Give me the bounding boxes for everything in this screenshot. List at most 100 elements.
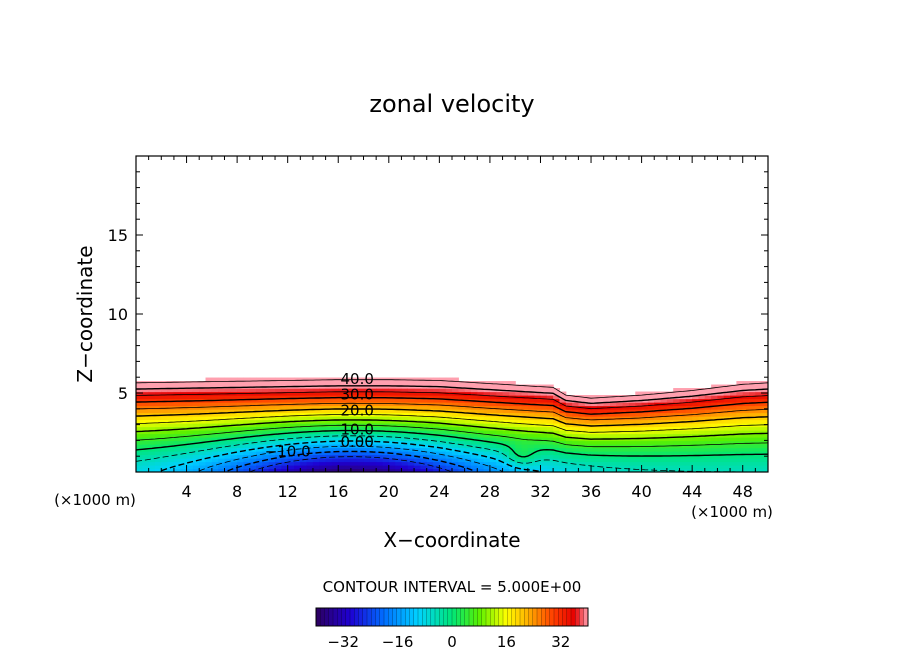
field-cell [237, 468, 245, 472]
field-cell [211, 461, 219, 466]
field-cell [312, 454, 320, 459]
field-cell [464, 447, 472, 452]
field-cell [761, 451, 768, 456]
field-cell [262, 405, 270, 410]
field-cell [338, 409, 346, 414]
field-cell [489, 409, 497, 414]
field-cell [445, 402, 453, 407]
field-cell [660, 430, 668, 435]
field-cell [167, 433, 175, 438]
field-cell [420, 447, 428, 452]
field-cell [673, 416, 681, 421]
field-cell [256, 426, 263, 431]
field-cell [477, 423, 485, 428]
field-cell [136, 391, 143, 396]
field-cell [546, 465, 554, 470]
field-cell [262, 437, 270, 442]
field-cell [363, 447, 371, 452]
field-cell [407, 454, 415, 459]
field-cell [382, 423, 390, 428]
field-cell [433, 381, 440, 386]
field-cell [508, 402, 516, 407]
field-cell [325, 426, 333, 431]
field-cell [685, 409, 693, 414]
field-cell [578, 398, 586, 403]
colorbar-tick-label: 16 [497, 633, 516, 651]
field-cell [224, 377, 232, 382]
field-cell [262, 388, 270, 393]
field-cell [388, 412, 396, 417]
field-cell [628, 419, 636, 424]
field-cell [749, 440, 756, 445]
field-cell [211, 433, 219, 438]
field-cell [319, 381, 327, 386]
field-cell [180, 468, 188, 472]
field-cell [736, 426, 744, 431]
field-cell [527, 440, 535, 445]
x-tick-label: 8 [232, 482, 242, 501]
field-cell [584, 454, 592, 459]
field-cell [136, 384, 143, 389]
field-cell [439, 388, 447, 393]
field-cell [508, 451, 516, 456]
field-cell [426, 391, 434, 396]
field-cell [363, 440, 371, 445]
field-cell [660, 398, 668, 403]
field-cell [388, 402, 396, 407]
field-cell [249, 412, 257, 417]
field-cell [325, 388, 333, 393]
field-cell [730, 388, 737, 393]
field-cell [717, 465, 725, 470]
field-cell [426, 440, 434, 445]
colorbar-cell [452, 608, 457, 626]
field-cell [218, 423, 226, 428]
field-cell [376, 409, 384, 414]
field-cell [256, 440, 263, 445]
field-cell [300, 433, 308, 438]
field-cell [622, 405, 630, 410]
field-cell [331, 426, 339, 431]
field-cell [186, 451, 194, 456]
field-cell [331, 454, 339, 459]
field-cell [470, 451, 478, 456]
field-cell [553, 433, 561, 438]
field-cell [628, 395, 636, 400]
field-cell [230, 384, 238, 389]
field-cell [154, 384, 162, 389]
field-cell [704, 426, 712, 431]
field-cell [515, 430, 523, 435]
field-cell [426, 405, 434, 410]
field-cell [622, 458, 630, 463]
field-cell [407, 409, 415, 414]
field-cell [496, 395, 504, 400]
field-cell [673, 437, 681, 442]
field-cell [243, 419, 251, 424]
field-cell [502, 381, 510, 386]
field-cell [205, 412, 213, 417]
field-cell [388, 405, 396, 410]
field-cell [565, 412, 573, 417]
field-cell [698, 409, 706, 414]
field-cell [230, 426, 238, 431]
field-cell [136, 433, 143, 438]
field-cell [553, 454, 561, 459]
field-cell [597, 416, 605, 421]
field-cell [294, 423, 301, 428]
field-cell [154, 412, 162, 417]
field-cell [452, 458, 459, 463]
field-cell [496, 391, 504, 396]
field-cell [502, 402, 510, 407]
field-cell [199, 423, 207, 428]
field-cell [723, 430, 731, 435]
field-cell [445, 398, 453, 403]
field-cell [439, 458, 447, 463]
field-cell [679, 454, 687, 459]
field-cell [546, 426, 554, 431]
field-cell [306, 465, 314, 470]
contour-line [136, 379, 768, 399]
field-cell [294, 416, 301, 421]
field-cell [142, 409, 150, 414]
field-cell [319, 444, 327, 449]
field-cell [275, 419, 282, 424]
